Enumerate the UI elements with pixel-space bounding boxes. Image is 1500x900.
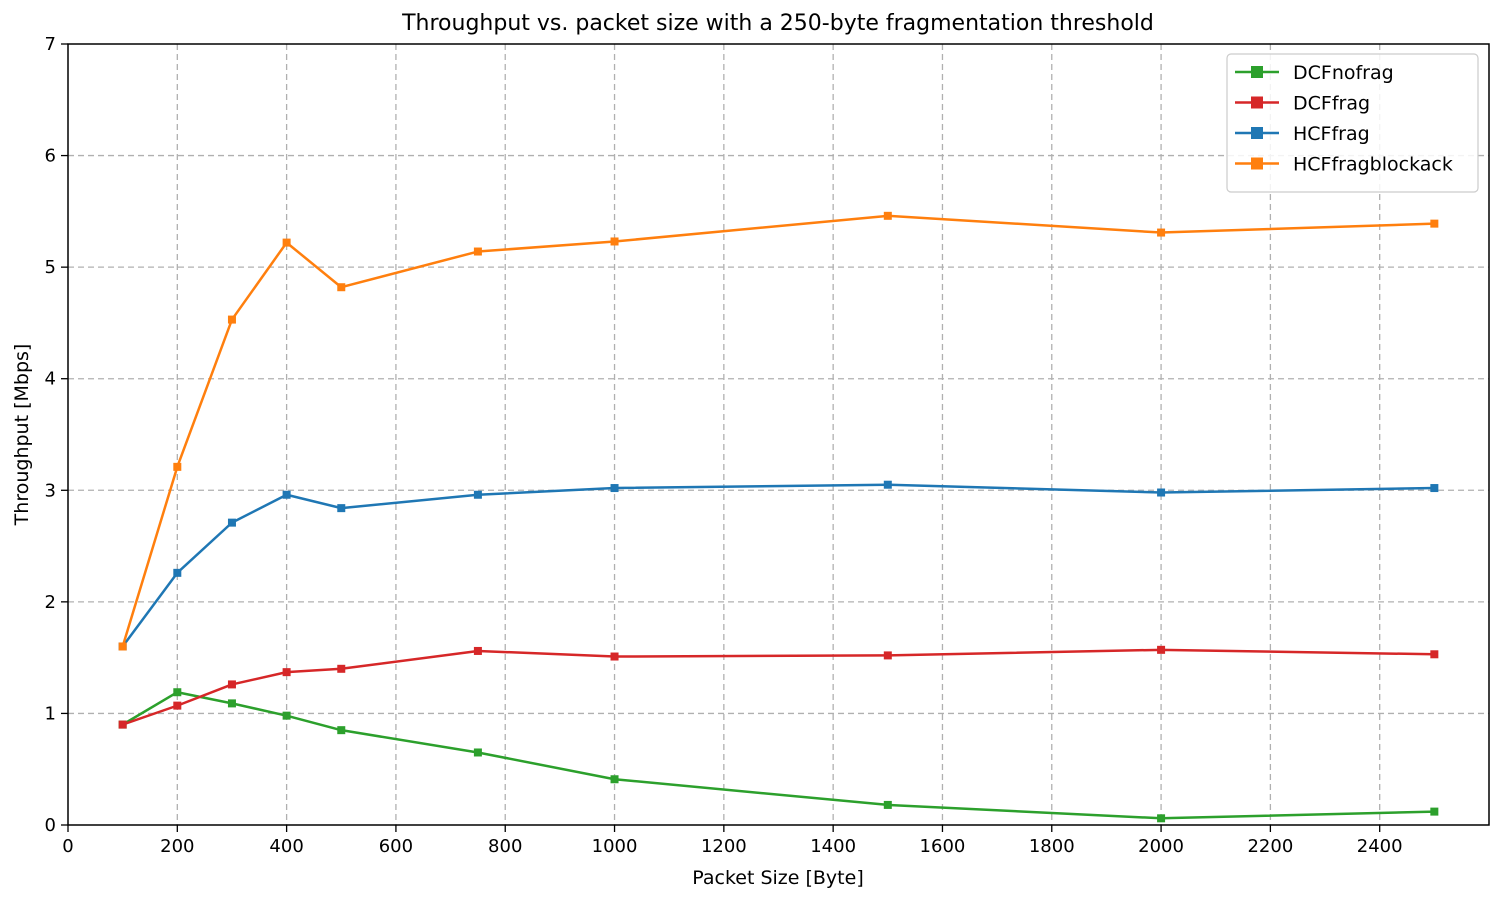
data-point xyxy=(883,480,892,489)
x-tick-label: 1400 xyxy=(810,836,856,857)
x-tick-label: 1800 xyxy=(1029,836,1075,857)
data-point xyxy=(610,775,619,784)
x-tick-label: 1200 xyxy=(701,836,747,857)
legend-marker xyxy=(1251,157,1263,170)
data-point xyxy=(173,701,182,710)
y-tick-label: 0 xyxy=(45,815,56,836)
data-point xyxy=(1430,650,1439,659)
x-tick-label: 400 xyxy=(269,836,303,857)
series-line xyxy=(122,648,1435,726)
data-point xyxy=(173,688,182,697)
data-point xyxy=(227,699,236,708)
data-point xyxy=(610,484,619,493)
data-point xyxy=(1157,814,1166,823)
x-tick-label: 200 xyxy=(160,836,194,857)
data-point xyxy=(337,664,346,673)
legend-item: HCFfragblockack xyxy=(1235,154,1453,176)
data-point xyxy=(610,237,619,246)
y-axis-label: Throughput [Mbps] xyxy=(11,344,33,527)
plot-frame xyxy=(67,43,1490,826)
data-point xyxy=(610,652,619,661)
legend-box xyxy=(1226,53,1479,193)
data-point xyxy=(473,247,482,256)
x-tick-label: 1600 xyxy=(920,836,966,857)
series-line xyxy=(122,690,1435,820)
data-point xyxy=(883,800,892,809)
x-tick-label: 600 xyxy=(379,836,413,857)
data-point xyxy=(883,211,892,220)
legend: DCFnofrag DCFfrag HCFfrag HCFfragblockack xyxy=(1226,53,1479,193)
data-point xyxy=(337,504,346,513)
data-point xyxy=(173,568,182,577)
x-tick-label: 0 xyxy=(62,836,73,857)
legend-marker xyxy=(1251,66,1263,78)
data-point xyxy=(173,462,182,471)
series-line xyxy=(121,214,1435,647)
y-tick-label: 3 xyxy=(45,480,56,501)
y-tick-label: 2 xyxy=(45,592,56,613)
data-point xyxy=(473,490,482,499)
legend-label: DCFfrag xyxy=(1293,93,1370,115)
data-point xyxy=(1157,228,1166,237)
legend-item: DCFfrag xyxy=(1235,93,1370,115)
data-point xyxy=(227,680,236,689)
data-point xyxy=(1157,645,1166,654)
data-point xyxy=(282,711,291,720)
data-point xyxy=(473,748,482,757)
y-tick-label: 1 xyxy=(45,703,56,724)
data-point xyxy=(1430,484,1439,493)
data-point xyxy=(227,518,236,527)
y-tick-label: 5 xyxy=(45,257,56,278)
x-axis-label: Packet Size [Byte] xyxy=(692,867,863,889)
data-point xyxy=(883,651,892,660)
data-point xyxy=(282,238,291,247)
x-tick-label: 2000 xyxy=(1138,836,1184,857)
data-point xyxy=(282,490,291,499)
series-HCFfrag xyxy=(118,480,1439,651)
series-DCFnofrag xyxy=(118,688,1439,823)
x-tick-label: 2400 xyxy=(1357,836,1403,857)
chart-title: Throughput vs. packet size with a 250-by… xyxy=(401,11,1154,36)
data-point xyxy=(337,283,346,292)
legend-label: HCFfrag xyxy=(1293,123,1370,145)
series-DCFfrag xyxy=(118,645,1439,729)
data-point xyxy=(227,315,236,324)
data-point xyxy=(1157,488,1166,497)
legend-marker xyxy=(1251,96,1263,109)
y-tick-label: 6 xyxy=(45,146,56,167)
series-line xyxy=(121,483,1435,648)
x-tick-label: 800 xyxy=(488,836,522,857)
data-point xyxy=(282,668,291,677)
legend-label: HCFfragblockack xyxy=(1293,154,1453,176)
data-point xyxy=(337,726,346,735)
y-tick-label: 4 xyxy=(45,369,56,390)
data-point xyxy=(118,642,127,651)
legend-label: DCFnofrag xyxy=(1293,62,1394,84)
legend-marker xyxy=(1251,127,1263,139)
data-point xyxy=(1430,219,1439,228)
data-point xyxy=(1430,807,1439,816)
axis-ticks: 0 200 400 600 800 1000 1200 1400 1600 1800 2000 220… xyxy=(45,34,1403,857)
plot-series xyxy=(118,211,1439,823)
y-tick-label: 7 xyxy=(45,34,56,55)
legend-item: HCFfrag xyxy=(1235,123,1370,145)
x-tick-label: 1000 xyxy=(592,836,638,857)
series-HCFfragblockack xyxy=(118,211,1439,651)
data-point xyxy=(473,646,482,655)
data-point xyxy=(118,720,127,729)
legend-item: DCFnofrag xyxy=(1235,62,1394,84)
x-tick-label: 2200 xyxy=(1247,836,1293,857)
